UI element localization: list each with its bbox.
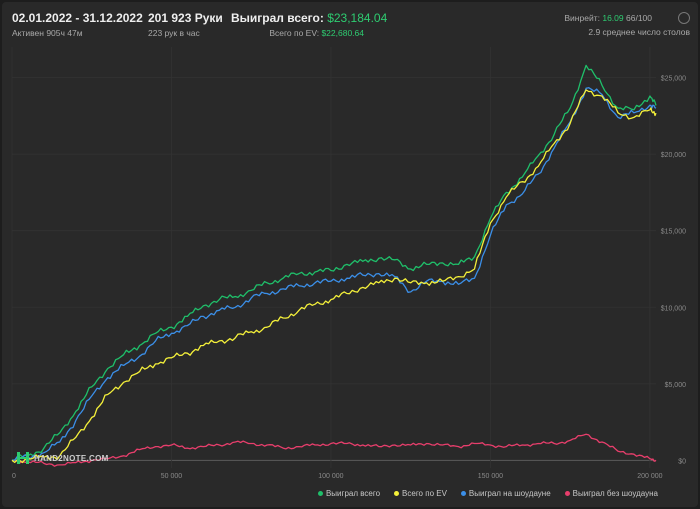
active-time: Активен 905ч 47м — [12, 28, 83, 38]
logo-text: HAND2NOTE.COM — [34, 453, 109, 463]
y-tick-label: $0 — [678, 458, 686, 465]
won-total-label: Выиграл всего: — [231, 11, 324, 25]
legend-label: Выиграл всего — [325, 489, 381, 498]
legend-item[interactable]: Выиграл всего — [317, 489, 381, 498]
ev-total-label: Всего по EV: — [269, 28, 320, 38]
winrate-value: 16.09 — [602, 13, 624, 23]
hands-count: 201 923 Руки — [148, 11, 223, 25]
hand2note-logo-icon — [17, 452, 29, 464]
y-axis-ticks: $0 $5,000 $10,000 $15,000 $20,000 $25,000 — [661, 76, 686, 466]
series-line-2 — [11, 87, 657, 461]
legend-label: Всего по EV — [402, 489, 447, 498]
x-tick-label: 150 000 — [478, 473, 503, 480]
winrate: Винрейт: 16.09 66/100 — [564, 13, 652, 23]
legend-dot-icon — [317, 491, 323, 496]
y-tick-label: $5,000 — [665, 382, 687, 389]
series-line-3 — [11, 433, 657, 467]
chart-grid — [11, 47, 656, 468]
won-total: Выиграл всего: $23,184.04 — [231, 11, 387, 25]
x-tick-label: 200 000 — [637, 473, 662, 480]
x-tick-label: 100 000 — [318, 473, 343, 480]
legend-item[interactable]: Выиграл без шоудауна — [564, 489, 658, 498]
series-line-0 — [11, 64, 657, 461]
hands-per-hour: 223 рук в час — [148, 28, 200, 38]
chart-legend: Выиграл всего Всего по EV Выиграл на шоуда… — [317, 489, 658, 498]
won-total-value: $23,184.04 — [327, 11, 388, 25]
y-tick-label: $15,000 — [661, 229, 686, 236]
series-line-1 — [11, 89, 657, 464]
y-tick-label: $25,000 — [661, 76, 686, 83]
y-tick-label: $20,000 — [661, 152, 686, 159]
x-tick-label: 50 000 — [161, 473, 183, 480]
legend-label: Выиграл на шоудауне — [468, 489, 551, 498]
date-range: 02.01.2022 - 31.12.2022 — [12, 11, 143, 25]
x-axis-ticks: 0 50 000 100 000 150 000 200 000 — [12, 473, 663, 480]
winrate-rest: 66/100 — [626, 13, 652, 23]
winrate-label: Винрейт: — [564, 13, 600, 23]
gear-icon[interactable] — [678, 12, 690, 24]
chart-series — [11, 64, 657, 467]
hand2note-logo: HAND2NOTE.COM — [17, 452, 109, 464]
legend-item[interactable]: Выиграл на шоудауне — [460, 489, 551, 498]
ev-total: Всего по EV: $22,680.64 — [269, 28, 364, 38]
legend-label: Выиграл без шоудауна — [572, 489, 658, 498]
legend-item[interactable]: Всего по EV — [394, 489, 447, 498]
x-tick-label: 0 — [12, 473, 16, 480]
ev-total-value: $22,680.64 — [321, 28, 364, 38]
average-tables: 2.9 среднее число столов — [588, 27, 690, 37]
legend-dot-icon — [394, 491, 400, 496]
y-tick-label: $10,000 — [661, 305, 686, 312]
legend-dot-icon — [460, 491, 466, 496]
legend-dot-icon — [564, 491, 570, 496]
